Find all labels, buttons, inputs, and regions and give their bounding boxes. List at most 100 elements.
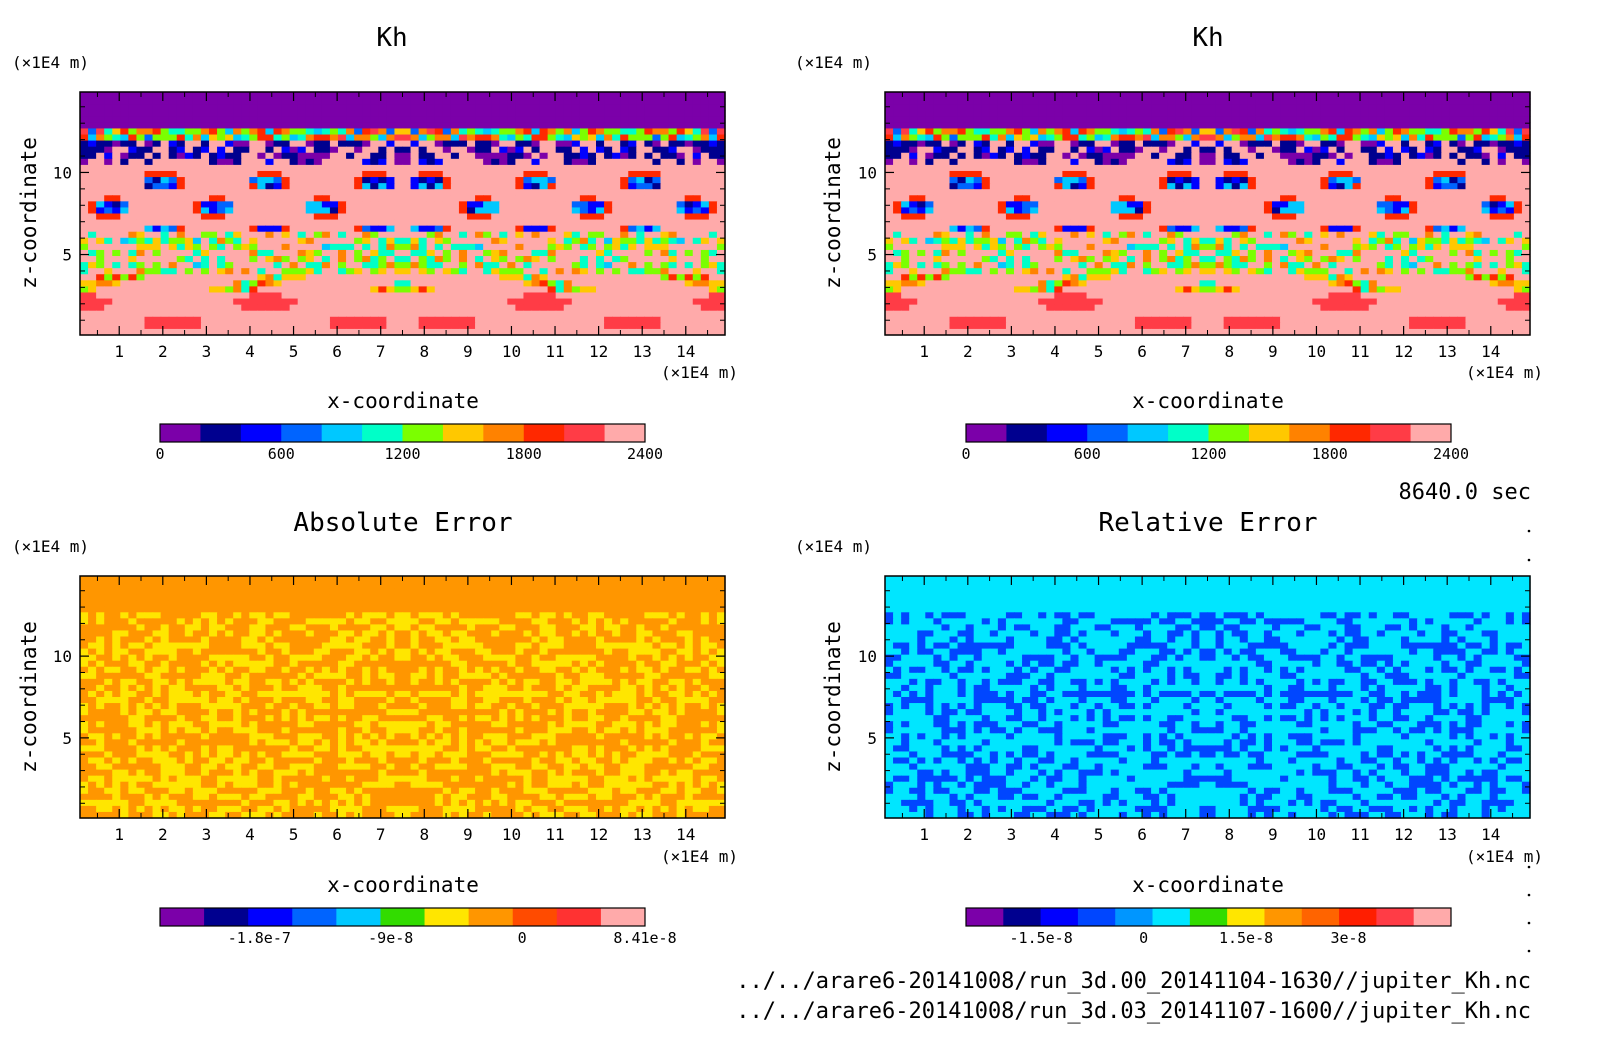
field-cell xyxy=(652,195,662,202)
field-cell xyxy=(555,110,565,117)
field-cell xyxy=(1030,128,1039,136)
field-cell xyxy=(893,158,902,166)
field-cell xyxy=(329,164,339,172)
field-cell xyxy=(378,104,387,111)
field-cell xyxy=(233,146,242,154)
field-cell xyxy=(1247,92,1257,99)
field-cell xyxy=(1005,134,1015,142)
field-cell xyxy=(708,219,718,227)
field-cell xyxy=(1417,201,1426,209)
colorbar-segment xyxy=(362,424,403,442)
field-cell xyxy=(563,98,573,105)
field-cell xyxy=(1320,116,1330,123)
field-cell xyxy=(144,286,154,294)
field-cell xyxy=(1247,213,1257,221)
field-cell xyxy=(1223,140,1233,148)
field-cell xyxy=(1223,134,1233,142)
field-cell xyxy=(668,292,678,300)
field-cell xyxy=(1336,189,1346,196)
field-cell xyxy=(184,225,194,233)
field-cell xyxy=(128,116,138,123)
field-cell xyxy=(941,98,951,105)
field-cell xyxy=(96,219,105,227)
field-cell xyxy=(96,134,105,142)
field-cell xyxy=(692,274,702,281)
field-cell xyxy=(620,322,629,330)
field-cell xyxy=(523,268,533,275)
field-cell xyxy=(475,316,484,324)
field-cell xyxy=(434,310,444,318)
field-cell xyxy=(168,316,178,324)
field-cell xyxy=(1255,183,1265,190)
field-cell xyxy=(402,286,412,294)
field-cell xyxy=(80,128,89,136)
field-cell xyxy=(933,134,943,142)
field-cell xyxy=(1030,207,1039,215)
field-cell xyxy=(499,189,508,196)
field-cell xyxy=(442,134,452,142)
field-cell xyxy=(378,292,387,300)
field-cell xyxy=(458,219,468,227)
field-cell xyxy=(636,304,645,312)
field-cell xyxy=(571,298,581,306)
field-cell xyxy=(200,268,210,275)
field-cell xyxy=(507,177,516,184)
field-cell xyxy=(289,274,299,281)
field-cell xyxy=(273,177,283,184)
field-cell xyxy=(909,104,918,111)
field-cell xyxy=(329,280,339,287)
field-cell xyxy=(386,328,396,336)
field-cell xyxy=(555,140,565,148)
field-cell xyxy=(547,195,557,202)
field-cell xyxy=(467,213,476,221)
field-cell xyxy=(120,158,129,166)
field-cell xyxy=(1384,92,1394,99)
field-cell xyxy=(965,158,975,166)
field-cell xyxy=(467,116,476,123)
field-cell xyxy=(1215,98,1225,105)
field-cell xyxy=(257,298,267,306)
field-cell xyxy=(338,134,347,142)
field-cell xyxy=(313,158,323,166)
field-cell xyxy=(1183,177,1192,184)
field-cell xyxy=(604,195,613,202)
field-cell xyxy=(1425,122,1434,130)
field-cell xyxy=(321,195,331,202)
field-cell xyxy=(1425,146,1434,154)
field-cell xyxy=(1288,183,1297,190)
field-cell xyxy=(1401,158,1410,166)
field-cell xyxy=(241,164,250,172)
field-cell xyxy=(184,286,194,294)
field-cell xyxy=(1014,92,1023,99)
field-cell xyxy=(957,164,967,172)
field-cell xyxy=(700,292,710,300)
field-cell xyxy=(596,237,605,245)
field-cell xyxy=(1078,134,1088,142)
field-cell xyxy=(233,170,242,178)
field-cell xyxy=(917,183,926,190)
field-cell xyxy=(499,207,508,215)
field-cell xyxy=(692,122,702,130)
field-cell xyxy=(1215,207,1225,215)
field-cell xyxy=(515,256,525,263)
field-cell xyxy=(1175,164,1184,172)
field-cell xyxy=(1312,213,1321,221)
field-cell xyxy=(160,262,170,269)
field-cell xyxy=(1207,183,1217,190)
field-cell xyxy=(402,304,412,312)
field-cell xyxy=(249,195,258,202)
field-cell xyxy=(989,92,999,99)
field-cell xyxy=(265,280,275,287)
field-cell xyxy=(1014,134,1023,142)
field-cell xyxy=(1441,158,1450,166)
field-cell xyxy=(531,237,541,245)
field-cell xyxy=(120,298,129,306)
field-cell xyxy=(1110,189,1120,196)
field-cell xyxy=(1417,158,1426,166)
field-cell xyxy=(612,164,621,172)
field-cell xyxy=(1239,177,1249,184)
field-cell xyxy=(257,256,267,263)
field-cell xyxy=(885,183,894,190)
field-cell xyxy=(596,110,605,117)
field-cell xyxy=(491,140,500,148)
